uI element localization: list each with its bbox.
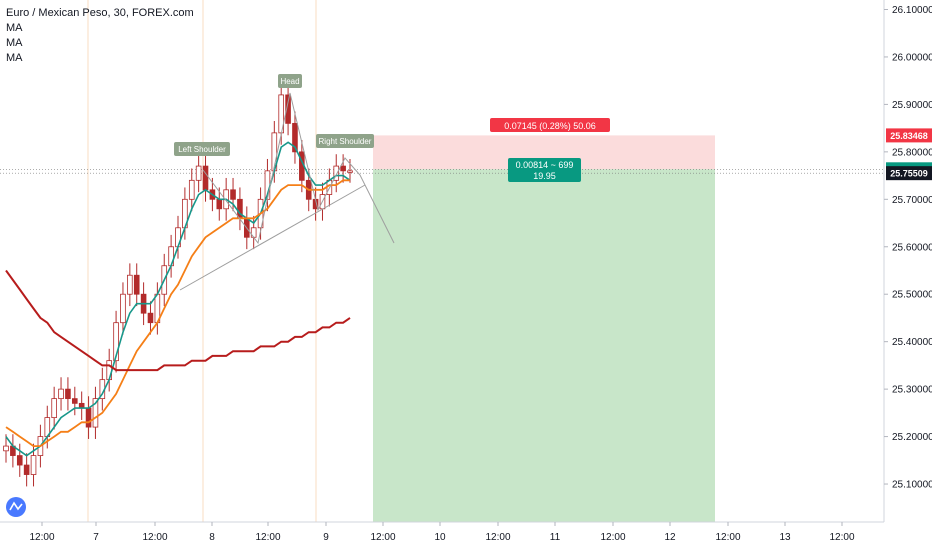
time-tick-label-7: 10 bbox=[434, 532, 446, 543]
target-label-line2: 19.95 bbox=[533, 171, 556, 181]
time-tick-label-13: 13 bbox=[779, 532, 791, 543]
price-tick-label-5: 25.60000 bbox=[892, 242, 932, 253]
time-tick-label-1: 7 bbox=[93, 532, 99, 543]
price-tick-label-3: 25.80000 bbox=[892, 147, 932, 158]
time-tick-label-2: 12:00 bbox=[142, 532, 167, 543]
candle-body-28 bbox=[195, 165, 202, 181]
candle-body-10 bbox=[72, 398, 78, 404]
target-label-line1: 0.00814 ~ 699 bbox=[516, 160, 574, 170]
time-tick-label-11: 12 bbox=[664, 532, 676, 543]
time-tick-label-0: 12:00 bbox=[29, 532, 54, 543]
time-tick-label-9: 11 bbox=[550, 532, 561, 543]
chart-legend: Euro / Mexican Peso, 30, FOREX.com MA MA… bbox=[6, 6, 194, 66]
stop-price-label-box bbox=[886, 128, 932, 143]
candle-body-12 bbox=[85, 407, 92, 428]
stop-price-label-text: 25.83468 bbox=[890, 131, 928, 141]
target-label-box bbox=[508, 158, 581, 182]
candle-body-7 bbox=[51, 398, 57, 419]
logo-mark-icon bbox=[9, 501, 23, 511]
candle-body-27 bbox=[188, 179, 195, 200]
head-shoulders-pattern-line bbox=[202, 92, 395, 245]
time-tick-label-4: 12:00 bbox=[255, 532, 280, 543]
candle-body-41 bbox=[285, 94, 291, 124]
candle-body-16 bbox=[113, 322, 119, 362]
candle-body-21 bbox=[147, 312, 154, 324]
price-tick-label-7: 25.40000 bbox=[892, 337, 932, 348]
left-shoulder-tag bbox=[174, 142, 230, 156]
head-tag bbox=[278, 74, 302, 88]
price-tick-label-6: 25.50000 bbox=[892, 290, 932, 301]
moving-average-line-1 bbox=[5, 141, 351, 457]
take-profit-zone bbox=[373, 169, 715, 522]
current-price-label-text: 25.75509 bbox=[890, 169, 928, 179]
price-tick-label-10: 25.10000 bbox=[892, 480, 932, 491]
candle-body-33 bbox=[230, 189, 236, 200]
candle-body-29 bbox=[202, 165, 209, 191]
head-label: Head bbox=[280, 77, 299, 86]
candle-body-17 bbox=[120, 293, 126, 324]
stop-label-text: 0.07145 (0.28%) 50.06 bbox=[504, 121, 596, 131]
price-tick-label-9: 25.20000 bbox=[892, 432, 932, 443]
right-shoulder-label: Right Shoulder bbox=[319, 137, 372, 146]
time-tick-label-3: 8 bbox=[209, 532, 215, 543]
price-tick-label-2: 25.90000 bbox=[892, 100, 932, 111]
candle-body-49 bbox=[340, 165, 346, 172]
price-tick-label-1: 26.00000 bbox=[892, 52, 932, 63]
candle-body-9 bbox=[65, 388, 71, 400]
ma-legend-3[interactable]: MA bbox=[6, 52, 23, 64]
moving-average-line-2 bbox=[5, 179, 350, 447]
time-tick-label-5: 9 bbox=[323, 532, 329, 543]
candle-body-48 bbox=[333, 165, 340, 181]
time-tick-label-6: 12:00 bbox=[370, 532, 395, 543]
ma-legend-1[interactable]: MA bbox=[6, 22, 23, 34]
candle-body-2 bbox=[16, 455, 23, 466]
candle-body-13 bbox=[92, 398, 99, 428]
candle-body-42 bbox=[292, 122, 298, 153]
neckline bbox=[179, 184, 366, 291]
candle-body-0 bbox=[3, 445, 9, 452]
stop-label-box bbox=[490, 118, 610, 132]
ma-legend-2[interactable]: MA bbox=[6, 37, 23, 49]
price-tick-label-0: 26.10000 bbox=[892, 5, 932, 16]
time-tick-label-14: 12:00 bbox=[829, 532, 854, 543]
price-tick-label-4: 25.70000 bbox=[892, 195, 932, 206]
time-tick-label-8: 12:00 bbox=[485, 532, 510, 543]
price-tick-label-8: 25.30000 bbox=[892, 385, 932, 396]
current-price-label-box bbox=[886, 166, 932, 181]
moving-average-line-3 bbox=[5, 269, 351, 372]
candle-body-19 bbox=[133, 274, 140, 295]
time-tick-label-12: 12:00 bbox=[715, 532, 740, 543]
right-shoulder-tag bbox=[316, 134, 374, 148]
candle-body-4 bbox=[30, 455, 37, 475]
symbol-title[interactable]: Euro / Mexican Peso, 30, FOREX.com bbox=[6, 7, 194, 19]
candle-body-31 bbox=[216, 198, 223, 210]
left-shoulder-label: Left Shoulder bbox=[178, 145, 226, 154]
candle-body-18 bbox=[127, 274, 133, 295]
candle-body-8 bbox=[58, 388, 64, 400]
candle-body-50 bbox=[347, 170, 353, 173]
time-tick-label-10: 12:00 bbox=[600, 532, 625, 543]
candle-body-3 bbox=[23, 464, 30, 475]
